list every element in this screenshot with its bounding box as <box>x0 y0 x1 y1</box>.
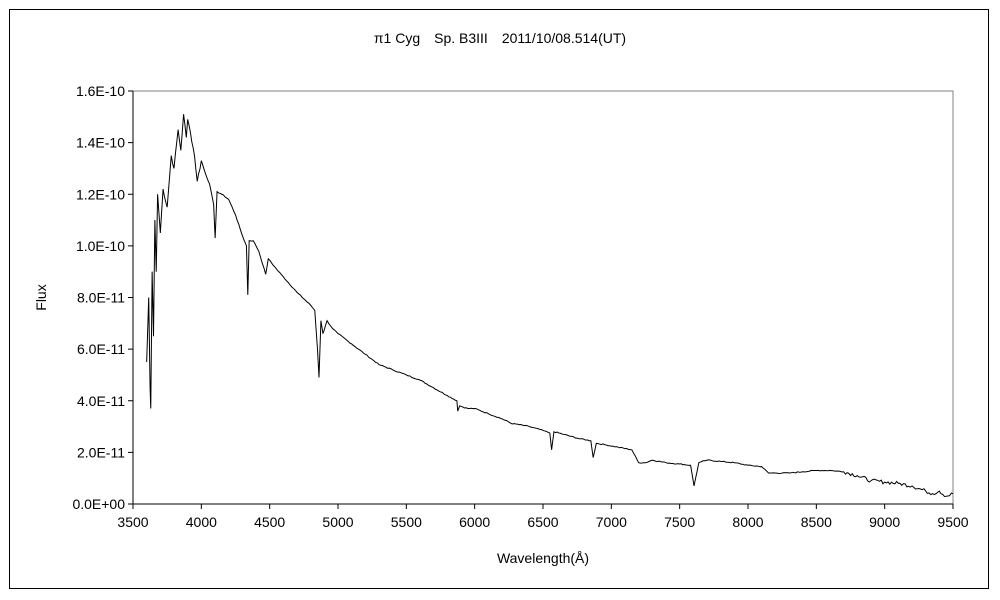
x-tick-label: 7000 <box>596 514 627 530</box>
x-axis-label: Wavelength(Å) <box>497 550 589 566</box>
y-axis-ticks: 0.0E+00 2.0E-11 4.0E-11 6.0E-11 8.0E-11 1.0E-… <box>72 83 133 512</box>
x-tick-label: 9000 <box>869 514 900 530</box>
x-tick-label: 8000 <box>732 514 763 530</box>
y-tick-label: 1.6E-10 <box>76 83 125 99</box>
y-tick-label: 1.4E-10 <box>76 135 125 151</box>
y-tick-label: 6.0E-11 <box>77 341 125 357</box>
x-tick-label: 3500 <box>117 514 148 530</box>
x-tick-label: 9500 <box>937 514 968 530</box>
x-tick-label: 7500 <box>664 514 695 530</box>
y-tick-label: 1.0E-10 <box>76 238 125 254</box>
y-tick-label: 2.0E-11 <box>77 444 125 460</box>
y-tick-label: 1.2E-10 <box>76 186 125 202</box>
x-axis-ticks: 3500 4000 4500 5000 5500 6000 6500 7000 7500 8000… <box>117 504 969 530</box>
chart-title: π1 Cyg Sp. B3III 2011/10/08.514(UT) <box>374 30 626 46</box>
y-tick-label: 4.0E-11 <box>77 393 125 409</box>
x-tick-label: 8500 <box>801 514 832 530</box>
x-tick-label: 5500 <box>391 514 422 530</box>
spectrum-chart: π1 Cyg Sp. B3III 2011/10/08.514(UT) 3500… <box>33 30 969 566</box>
chart-frame: π1 Cyg Sp. B3III 2011/10/08.514(UT) 3500… <box>9 9 989 589</box>
plot-area <box>132 90 954 505</box>
y-axis-label: Flux <box>33 284 49 310</box>
x-tick-label: 5000 <box>322 514 353 530</box>
x-tick-label: 4500 <box>254 514 285 530</box>
y-tick-label: 8.0E-11 <box>77 290 125 306</box>
x-tick-label: 4000 <box>186 514 217 530</box>
x-tick-label: 6000 <box>459 514 490 530</box>
series-line-flux <box>146 114 954 498</box>
x-tick-label: 6500 <box>527 514 558 530</box>
y-tick-label: 0.0E+00 <box>72 496 125 512</box>
